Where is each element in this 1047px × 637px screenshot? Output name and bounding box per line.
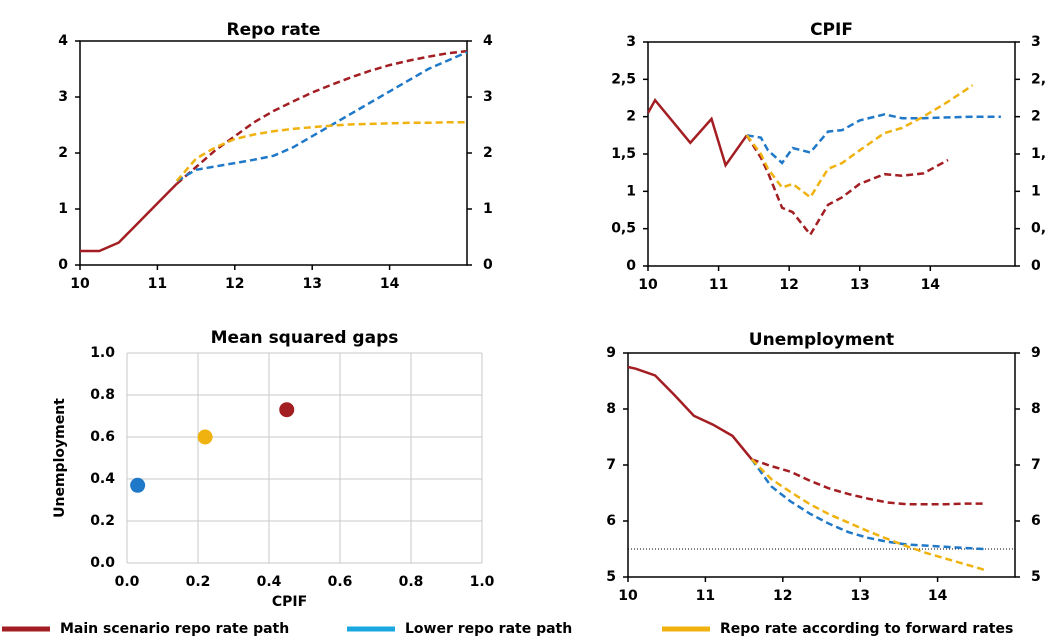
x-tick-label: 11 (148, 276, 167, 292)
y-tick-label: 8 (606, 401, 616, 417)
series-line (176, 51, 468, 183)
x-tick-label: 10 (70, 276, 90, 292)
y2-tick-label: 1,5 (1031, 146, 1047, 162)
y2-tick-label: 0 (483, 257, 493, 273)
y-tick-label: 9 (606, 345, 616, 361)
x-tick-label: 1.0 (470, 574, 495, 590)
x-tick-label: 13 (850, 277, 869, 293)
y-tick-label: 0.6 (90, 429, 115, 445)
y2-tick-label: 0,5 (1031, 221, 1047, 237)
y-tick-label: 1 (626, 183, 636, 199)
y2-tick-label: 1 (1031, 183, 1041, 199)
series-line (745, 84, 974, 200)
y-tick-label: 0.2 (90, 513, 115, 529)
legend-label: Main scenario repo rate path (60, 621, 289, 637)
series-line (175, 120, 467, 182)
y2-tick-label: 2 (483, 145, 493, 161)
plot-frame (79, 40, 468, 266)
y-tick-label: 0 (58, 257, 68, 273)
x-tick-label: 14 (380, 276, 400, 292)
series-line (646, 97, 748, 169)
y2-tick-label: 2,5 (1031, 71, 1047, 87)
x-tick-label: 12 (773, 588, 792, 604)
x-tick-label: 13 (302, 276, 321, 292)
plot-frame (647, 41, 1016, 267)
y-tick-label: 1.0 (90, 345, 115, 361)
x-tick-label: 11 (696, 588, 715, 604)
x-tick-label: 11 (709, 277, 728, 293)
x-tick-label: 10 (618, 588, 638, 604)
y-tick-label: 3 (626, 34, 636, 50)
y-tick-label: 0.8 (90, 387, 115, 403)
series-line (745, 134, 949, 237)
chart-title: CPIF (810, 20, 853, 40)
x-tick-label: 12 (225, 276, 244, 292)
series-line (746, 113, 1001, 165)
y2-tick-label: 2 (1031, 109, 1041, 125)
y2-tick-label: 3 (1031, 34, 1041, 50)
x-axis-title: CPIF (272, 594, 307, 610)
y2-tick-label: 3 (483, 89, 493, 105)
series-line (751, 458, 984, 506)
x-tick-label: 0.2 (186, 574, 211, 590)
y-tick-label: 5 (606, 569, 616, 585)
y2-tick-label: 4 (483, 33, 493, 49)
y-tick-label: 1,5 (611, 146, 636, 162)
point (279, 402, 295, 418)
y-tick-label: 2 (626, 109, 636, 125)
plot-frame (627, 352, 1016, 578)
y2-tick-label: 9 (1031, 345, 1041, 361)
y-axis-title: Unemployment (52, 398, 68, 518)
y2-tick-label: 0 (1031, 258, 1041, 274)
x-tick-label: 12 (779, 277, 798, 293)
series-line (627, 365, 753, 461)
y-tick-label: 1 (58, 201, 68, 217)
chart-title: Mean squared gaps (211, 328, 399, 348)
y-tick-label: 0 (626, 258, 636, 274)
y-tick-label: 2,5 (611, 71, 636, 87)
series-line (750, 458, 985, 551)
x-tick-label: 0.6 (328, 574, 353, 590)
y-tick-label: 0,5 (611, 221, 636, 237)
y-tick-label: 2 (58, 145, 68, 161)
x-tick-label: 0.4 (257, 574, 282, 590)
x-tick-label: 0.8 (399, 574, 424, 590)
point (130, 477, 146, 493)
x-tick-label: 14 (928, 588, 948, 604)
y-tick-label: 0.4 (90, 471, 115, 487)
x-tick-label: 0.0 (115, 574, 140, 590)
x-tick-label: 13 (850, 588, 869, 604)
y2-tick-label: 8 (1031, 401, 1041, 417)
legend-label: Lower repo rate path (405, 621, 572, 637)
legend-label: Repo rate according to forward rates (720, 621, 1013, 637)
chart-title: Unemployment (749, 330, 894, 350)
y2-tick-label: 6 (1031, 513, 1041, 529)
y-tick-label: 6 (606, 513, 616, 529)
point (197, 429, 213, 445)
y-tick-label: 7 (606, 457, 616, 473)
series-line (750, 458, 985, 571)
chart-title: Repo rate (227, 20, 321, 40)
x-tick-label: 10 (638, 277, 658, 293)
y-tick-label: 3 (58, 89, 68, 105)
y2-tick-label: 7 (1031, 457, 1041, 473)
series-line (175, 49, 468, 185)
y-tick-label: 4 (58, 33, 68, 49)
x-tick-label: 14 (921, 277, 941, 293)
y2-tick-label: 5 (1031, 569, 1041, 585)
y2-tick-label: 1 (483, 201, 493, 217)
y-tick-label: 0.0 (90, 555, 115, 571)
series-line (80, 182, 178, 253)
